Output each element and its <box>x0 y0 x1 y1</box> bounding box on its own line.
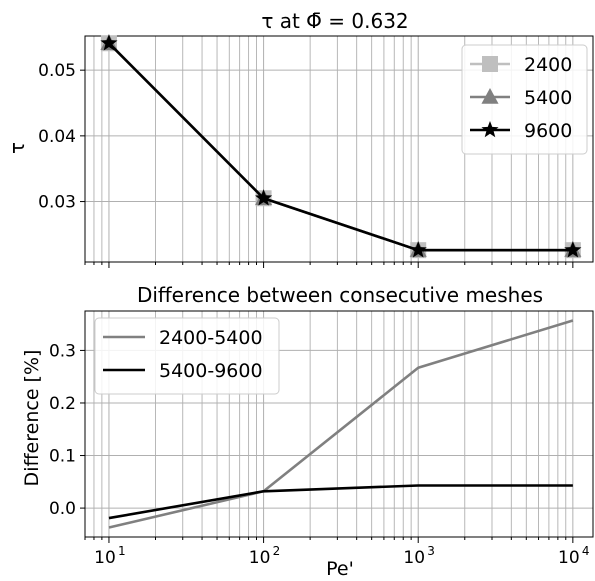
bottom-chart-title: Difference between consecutive meshes <box>137 283 543 307</box>
tau-panel: τ at Φ̄ = 0.632 τ 0.03 0.04 0.05 2400 5400 96… <box>5 9 594 268</box>
legend-label-2400: 2400 <box>524 54 572 76</box>
legend-label-9600: 9600 <box>524 120 572 142</box>
series-line-9600 <box>108 42 573 252</box>
bottom-series-5400-9600 <box>108 484 573 520</box>
top-series-9600 <box>100 34 582 258</box>
bottom-y-tick-label: 0.2 <box>49 394 76 414</box>
x-tick-label: 10 <box>249 548 271 568</box>
x-tick-exponent: 1 <box>118 544 126 558</box>
x-tick-label: 10 <box>403 548 425 568</box>
bottom-axes-frame <box>84 310 594 538</box>
series-line-2400-5400 <box>108 319 574 529</box>
x-tick-exponent: 3 <box>427 544 435 558</box>
top-y-tick-label: 0.05 <box>38 61 76 81</box>
difference-panel: Difference between consecutive meshes Di… <box>21 283 594 580</box>
bottom-y-tick-label: 0.0 <box>49 499 76 519</box>
legend-marker-5400 <box>481 88 499 104</box>
top-y-tick-label: 0.04 <box>38 127 76 147</box>
bottom-legend: 2400-5400 5400-9600 <box>94 317 280 395</box>
top-y-axis-label: τ <box>5 142 29 154</box>
data-point-9600 <box>255 189 273 206</box>
legend-label-2400-5400: 2400-5400 <box>159 327 263 349</box>
top-legend: 2400 5400 9600 <box>461 44 588 155</box>
series-line-5400-9600 <box>108 484 573 520</box>
bottom-y-tick-label: 0.1 <box>49 447 76 467</box>
legend-marker-9600 <box>481 121 499 138</box>
legend-marker-2400 <box>482 56 498 72</box>
bottom-x-axis-label: Pe' <box>326 558 354 580</box>
top-chart-title: τ at Φ̄ = 0.632 <box>261 9 408 33</box>
bottom-y-axis-label: Difference [%] <box>21 350 43 487</box>
bottom-series-2400-5400 <box>108 319 574 529</box>
x-tick-label: 10 <box>558 548 580 568</box>
legend-label-5400-9600: 5400-9600 <box>159 360 263 382</box>
data-point-9600 <box>564 241 582 258</box>
x-tick-exponent: 4 <box>582 544 590 558</box>
bottom-y-tick-label: 0.3 <box>49 341 76 361</box>
x-tick-label: 10 <box>94 548 116 568</box>
data-point-9600 <box>409 241 427 258</box>
legend-label-5400: 5400 <box>524 87 572 109</box>
legend-box <box>461 44 588 155</box>
top-axes-frame <box>84 35 594 263</box>
x-tick-exponent: 2 <box>273 544 281 558</box>
data-point-9600 <box>100 34 118 51</box>
top-y-tick-label: 0.03 <box>38 193 76 213</box>
